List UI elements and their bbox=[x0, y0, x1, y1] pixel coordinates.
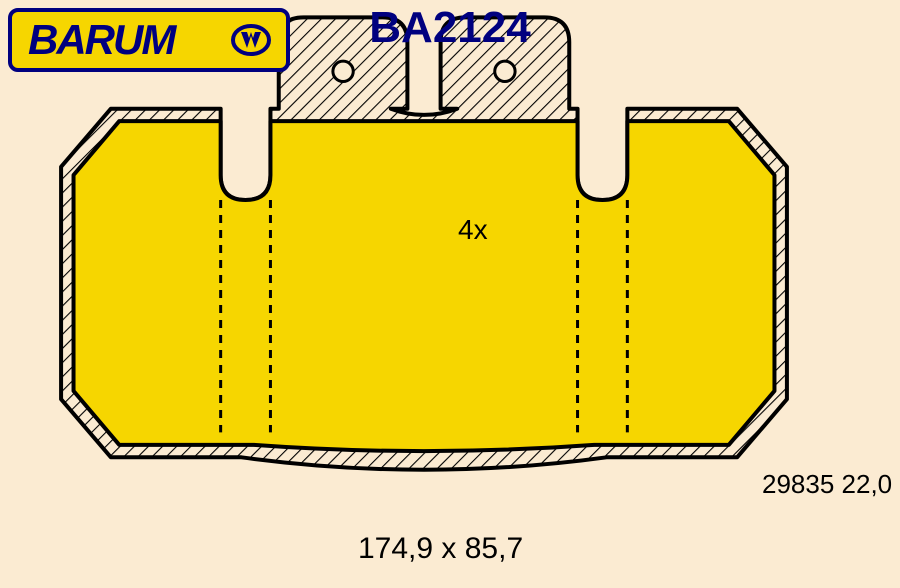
part-number: BA2124 bbox=[0, 3, 900, 53]
dimensions-label: 174,9 x 85,7 bbox=[358, 532, 523, 566]
brake-pad-face bbox=[74, 121, 775, 451]
mounting-hole bbox=[333, 61, 353, 81]
mounting-hole bbox=[495, 61, 515, 81]
reference-code: 29835 22,0 bbox=[762, 469, 892, 500]
quantity-label: 4x bbox=[458, 214, 488, 246]
